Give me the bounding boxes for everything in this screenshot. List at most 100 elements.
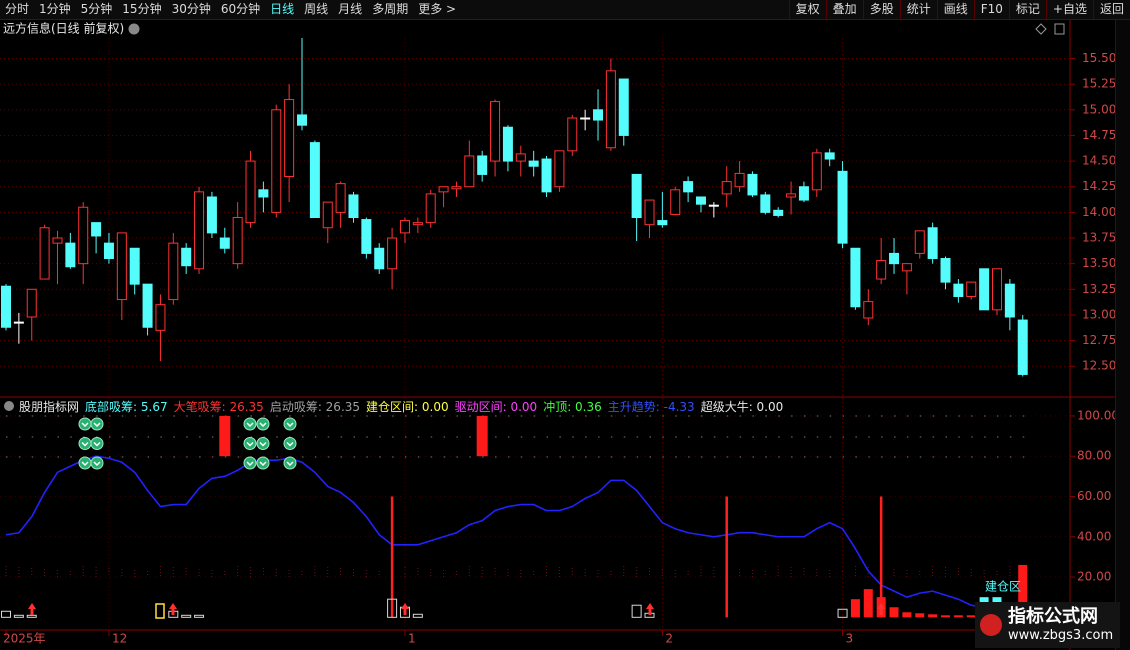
candle-body [670,189,681,215]
signal-bar [889,607,899,618]
candle-body [876,260,887,280]
diamond-icon[interactable] [1035,23,1047,35]
period-tab[interactable]: 更多 > [418,2,457,16]
candle-body [399,220,410,234]
watermark-title: 指标公式网 [1008,606,1098,627]
legend-entry: 股朋指标网 [19,399,80,414]
period-tabs: 分时 1分钟 5分钟 15分钟 30分钟 60分钟 日线 周线 月线 多周期 更多 > [0,0,461,19]
period-tab[interactable]: 1分钟 [39,2,71,16]
window-icon[interactable] [1054,23,1065,35]
candle-body [567,117,578,152]
candle-body [438,186,449,193]
candle-body [245,160,256,224]
candle-body [322,201,333,229]
candle-body [412,222,423,226]
candle-body [695,196,706,205]
y-tick-label: 13.50 [1082,256,1116,270]
arrow-icon [877,603,885,615]
tool-button[interactable]: 标记 [1008,0,1046,19]
candle-body [631,173,642,218]
x-tick-label: 2 [665,632,673,646]
badge-check [286,461,294,467]
y-tick-label: 14.50 [1082,154,1116,168]
signal-bar [155,603,165,619]
signal-bar [863,589,873,618]
signal-bar [1018,564,1028,618]
candle-body [271,109,282,213]
y-tick-label: 60.00 [1077,489,1111,503]
candle-body [605,70,616,149]
tool-button[interactable]: 叠加 [825,0,863,19]
tool-button[interactable]: 多股 [862,0,900,19]
badge-check [81,461,89,467]
period-tab[interactable]: 5分钟 [80,2,113,16]
x-tick-label: 1 [408,632,416,646]
signal-bar [194,614,205,618]
candle-body [914,230,925,254]
arrow-icon [401,603,409,615]
signal-bar [387,598,398,618]
tool-button[interactable]: 统计 [899,0,937,19]
tool-button[interactable]: 画线 [936,0,974,19]
signal-bar [181,614,192,618]
legend-entry: 驱动区间: 0.00 [454,399,538,414]
signal-bar [902,612,912,618]
watermark-url: www.zbgs3.com [1008,628,1114,643]
candle-body [760,194,771,213]
candle-body [657,220,668,226]
y-tick-label: 14.00 [1082,205,1116,219]
candle-body [798,186,809,201]
legend-entry: 冲顶: 0.36 [543,399,602,414]
badge-check [286,422,294,428]
y-tick-label: 12.50 [1082,359,1116,373]
tool-button[interactable]: 复权 [788,0,826,19]
y-tick-label: 15.25 [1082,77,1116,91]
period-tab[interactable]: 周线 [304,2,329,16]
candle-body [194,191,205,270]
candle-body [927,227,938,260]
candle-body [451,186,462,190]
menu-icon[interactable] [128,23,140,35]
signal-block [219,415,231,457]
candle-body [1004,283,1015,318]
badge-icon [243,417,257,431]
badge-icon [256,437,270,450]
tool-button[interactable]: +自选 [1045,0,1093,19]
x-tick-label: 2025年 [3,632,46,646]
candle-body [116,232,127,301]
candle-body [863,301,874,319]
badge-check [246,422,254,428]
candle-body [683,181,694,193]
candle-body [13,321,24,324]
signal-bar [1,610,11,618]
candle-body [901,263,912,272]
candle-body [734,172,745,188]
period-tab[interactable]: 多周期 [372,2,409,16]
candle-body [361,219,372,254]
badge-check [93,441,101,447]
candle-body [284,99,295,177]
period-tab[interactable]: 日线 [270,2,295,16]
candle-body [837,170,848,244]
x-tick-label: 3 [846,632,854,646]
candle-body [979,268,990,311]
tool-buttons: 复权 叠加 多股 统计 画线 F10 标记 +自选 返回 [788,0,1130,19]
period-tab[interactable]: 30分钟 [171,2,211,16]
period-tab[interactable]: 60分钟 [220,2,261,16]
candle-body [708,204,719,207]
tool-button[interactable]: 返回 [1092,0,1130,19]
watermark-text: 指标公式网 www.zbgs3.com [1008,606,1113,644]
candle-body [541,158,552,193]
badge-check [246,441,254,447]
period-tab[interactable]: 15分钟 [122,2,162,16]
period-tab[interactable]: 分时 [5,2,30,16]
tool-button[interactable]: F10 [973,0,1009,19]
candle-body [232,217,243,265]
menu-icon[interactable] [4,401,14,411]
candle-body [91,222,102,237]
candle-body [747,173,758,196]
period-tab[interactable]: 月线 [338,2,363,16]
signal-bar [412,613,423,618]
candle-body [387,237,398,270]
